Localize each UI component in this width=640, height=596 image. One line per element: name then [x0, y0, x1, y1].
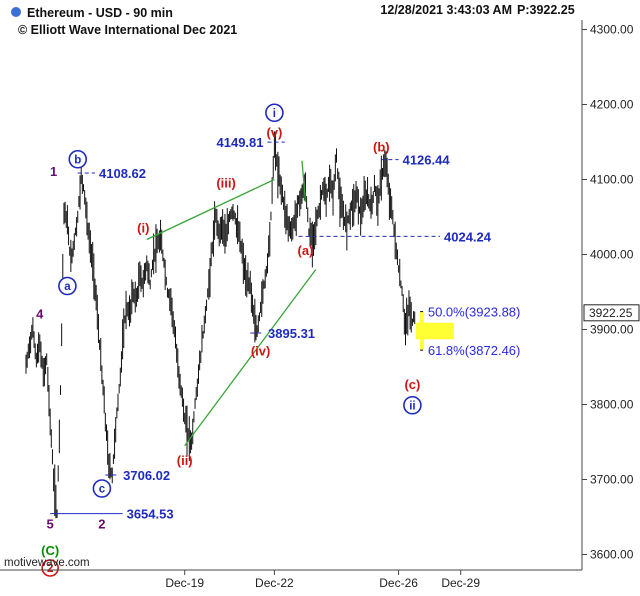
- price-level-label: 3654.53: [127, 507, 174, 522]
- axes-layer: 3600.00 3700.00 3800.00 3900.00 4000.00 4100.…: [0, 20, 640, 590]
- wave-label-circled: a: [64, 281, 71, 293]
- wave-label: 1: [50, 164, 57, 179]
- fib-level-label: 61.8%(3872.46): [428, 343, 521, 358]
- wave-label: (iv): [251, 343, 271, 358]
- wave-label-circled: ii: [409, 400, 415, 412]
- price-level-label: 4126.44: [403, 153, 451, 168]
- wave-label-circle: [41, 559, 59, 577]
- trendline: [146, 178, 275, 241]
- y-tick-label: 4000.00: [590, 248, 634, 262]
- wave-label-circle: [403, 395, 422, 415]
- header-dot-icon: [11, 7, 21, 17]
- fib-zone-extension: [415, 322, 454, 340]
- wave-label: (iii): [216, 175, 236, 190]
- wave-label: (C): [41, 543, 59, 558]
- copyright-notice: © Elliott Wave International Dec 2021: [18, 23, 237, 37]
- wave-label-circle: [265, 103, 284, 123]
- wave-labels-layer: 1245(C)(i)(ii)(iii)(iv)(v)(a)(b)(c)bacii…: [36, 103, 422, 577]
- wave-label-circle: [92, 479, 112, 498]
- current-price-label: 3922.25: [589, 306, 633, 320]
- wave-label: 4: [36, 307, 44, 322]
- wave-label: (ii): [177, 453, 193, 468]
- watermark: motivewave.com: [4, 557, 90, 569]
- wave-label: 2: [98, 517, 105, 532]
- y-tick-label: 4300.00: [590, 23, 634, 37]
- y-tick-label: 3700.00: [590, 473, 634, 487]
- wave-label: (c): [404, 377, 420, 392]
- wave-label: (a): [298, 243, 314, 258]
- fib-level-label: 50.0%(3923.88): [428, 305, 521, 320]
- wave-label-circle: [58, 276, 77, 296]
- price-level-label: 4149.81: [217, 135, 264, 150]
- x-tick-label: Dec-26: [379, 576, 418, 590]
- trendlines-layer: [146, 160, 317, 447]
- price-level-label: 3895.31: [268, 326, 315, 341]
- price-readout: P:3922.25: [517, 3, 575, 17]
- wave-label: (i): [137, 220, 149, 235]
- fib-zone-layer: [415, 311, 454, 351]
- wave-label: (b): [373, 139, 390, 154]
- timestamp: 12/28/2021 3:43:03 AM: [380, 3, 512, 17]
- price-level-label: 4024.24: [444, 229, 492, 244]
- current-price-box: [583, 304, 640, 322]
- chart-title: Ethereum - USD - 90 min: [27, 6, 173, 20]
- trendline: [184, 269, 317, 447]
- wave-label: (v): [266, 125, 282, 140]
- wave-label-circled: i: [273, 108, 276, 120]
- price-level-label: 4108.62: [99, 166, 146, 181]
- price-level-label: 3706.02: [123, 468, 170, 483]
- y-tick-label: 4200.00: [590, 98, 634, 112]
- y-tick-label: 4100.00: [590, 173, 634, 187]
- wave-label-circle: [68, 149, 88, 169]
- wave-label-circled: 2: [47, 563, 53, 575]
- x-tick-label: Dec-29: [441, 576, 480, 590]
- y-tick-label: 3900.00: [590, 323, 634, 337]
- trendline: [301, 160, 307, 203]
- x-tick-label: Dec-19: [165, 576, 204, 590]
- wave-label-circled: b: [74, 154, 81, 166]
- x-tick-label: Dec-22: [255, 576, 294, 590]
- price-bars-layer: [25, 131, 416, 519]
- wave-label: 5: [47, 517, 54, 532]
- y-tick-label: 3600.00: [590, 548, 634, 562]
- price-levels-layer: 4149.81 4126.44 4108.62 4024.24 3895.31 3706.…: [50, 135, 521, 522]
- y-tick-label: 3800.00: [590, 398, 634, 412]
- wave-label-circled: c: [99, 484, 106, 496]
